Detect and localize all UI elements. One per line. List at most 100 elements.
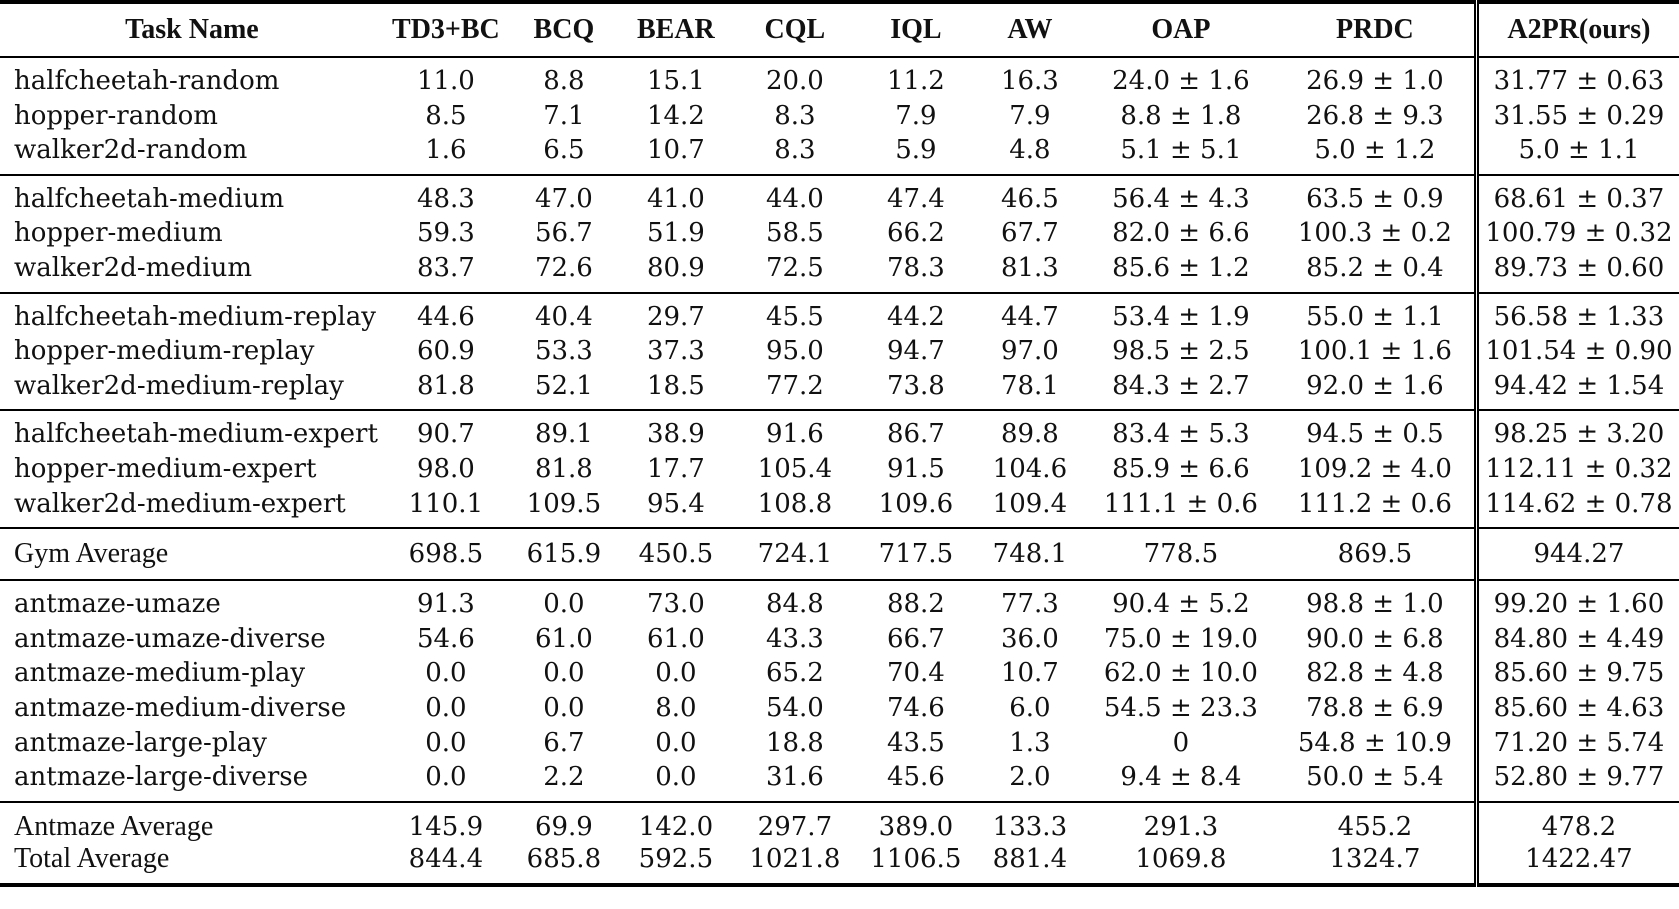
- score-cell: 62.0 ± 10.0: [1103, 658, 1258, 689]
- score-cell: 53.4 ± 1.9: [1112, 301, 1250, 332]
- score-cell: 45.5: [765, 301, 824, 332]
- score-cell: 105.4: [757, 453, 833, 484]
- task-name-cell: walker2d-medium-replay: [0, 368, 384, 412]
- a2pr-score-cell: 98.25 ± 3.20: [1473, 410, 1679, 452]
- score-cell: 1106.5: [857, 842, 974, 887]
- score-cell: 717.5: [857, 528, 974, 582]
- task-name-cell: antmaze-medium-diverse: [14, 692, 347, 723]
- score-cell: 869.5: [1275, 528, 1477, 582]
- table-row: hopper-random 8.5 7.1 14.2 8.3 7.9 7.9 8.8 ± 1.…: [0, 98, 1679, 134]
- score-cell: 66.7: [886, 623, 945, 654]
- score-cell: 51.9: [646, 218, 705, 249]
- score-cell: 109.5: [507, 486, 620, 530]
- task-name-cell: antmaze-umaze-diverse: [14, 623, 326, 654]
- score-cell: 111.2 ± 0.6: [1275, 486, 1477, 530]
- score-cell: 0.0: [383, 760, 508, 803]
- score-cell: 61.0: [646, 623, 705, 654]
- table-row: walker2d-random 1.6 6.5 10.7 8.3 5.9 4.8 5.1 ± …: [0, 133, 1679, 176]
- score-cell: 8.8 ± 1.8: [1120, 100, 1242, 131]
- score-cell: 1.3: [1009, 727, 1051, 758]
- score-cell: 44.6: [416, 301, 475, 332]
- a2pr-score-cell: 71.20 ± 5.74: [1473, 725, 1679, 761]
- a2pr-score-cell: 944.27: [1473, 528, 1679, 582]
- a2pr-score-cell: 112.11 ± 0.32: [1473, 451, 1679, 487]
- score-cell: 4.8: [973, 133, 1086, 176]
- score-cell: 2.0: [973, 760, 1086, 803]
- task-name-cell: halfcheetah-medium-expert: [14, 419, 378, 450]
- score-cell: 66.2: [886, 218, 945, 249]
- score-cell: 90.4 ± 5.2: [1112, 589, 1250, 620]
- score-cell: 11.2: [886, 66, 945, 96]
- table-row: hopper-medium-replay 60.9 53.3 37.3 95.0 94.7…: [0, 334, 1679, 369]
- a2pr-score-cell: 31.77 ± 0.63: [1473, 57, 1679, 99]
- score-cell: 70.4: [886, 658, 945, 689]
- table-row: walker2d-medium 83.7 72.6 80.9 72.5 78.3 81.3 8…: [0, 250, 1679, 294]
- score-cell: 108.8: [731, 486, 858, 530]
- column-header-td3bc: TD3+BC: [383, 0, 508, 58]
- score-cell: 81.8: [534, 453, 593, 484]
- a2pr-score-cell: 84.80 ± 4.49: [1473, 621, 1679, 657]
- score-cell: 82.0 ± 6.6: [1112, 218, 1250, 249]
- score-cell: 8.8: [543, 66, 585, 96]
- score-cell: 73.8: [857, 368, 974, 412]
- score-cell: 100.3 ± 0.2: [1297, 218, 1452, 249]
- score-cell: 54.6: [416, 623, 475, 654]
- score-cell: 92.0 ± 1.6: [1275, 368, 1477, 412]
- a2pr-score-cell: 85.60 ± 4.63: [1473, 690, 1679, 726]
- score-cell: 297.7: [757, 811, 833, 842]
- a2pr-score-cell: 99.20 ± 1.60: [1473, 580, 1679, 622]
- score-cell: 17.7: [646, 453, 705, 484]
- score-cell: 5.0 ± 1.2: [1275, 133, 1477, 176]
- table-row: halfcheetah-medium-replay 44.6 40.4 29.7 45.…: [0, 292, 1679, 335]
- a2pr-score-cell: 68.61 ± 0.37: [1473, 174, 1679, 217]
- summary-row: Antmaze Average 145.9 69.9 142.0 297.7 389.0 1…: [0, 801, 1679, 843]
- results-table: Task Name TD3+BC BCQ BEAR CQL IQL AW OAP…: [0, 0, 1679, 887]
- a2pr-score-cell: 85.60 ± 9.75: [1473, 656, 1679, 691]
- score-cell: 145.9: [408, 811, 484, 842]
- score-cell: 95.4: [619, 486, 732, 530]
- score-cell: 7.9: [1009, 100, 1051, 131]
- table-row: antmaze-umaze 91.3 0.0 73.0 84.8 88.2 77.3 90.4…: [0, 580, 1679, 622]
- score-cell: 59.3: [416, 218, 475, 249]
- score-cell: 111.1 ± 0.6: [1085, 486, 1276, 530]
- score-cell: 47.4: [886, 183, 945, 214]
- score-cell: 29.7: [646, 301, 705, 332]
- score-cell: 15.1: [646, 66, 705, 96]
- score-cell: 54.0: [765, 692, 824, 723]
- task-name-cell: halfcheetah-medium: [14, 183, 285, 214]
- score-cell: 109.6: [857, 486, 974, 530]
- score-cell: 63.5 ± 0.9: [1306, 183, 1444, 214]
- a2pr-score-cell: 1422.47: [1473, 842, 1679, 887]
- score-cell: 16.3: [1000, 66, 1059, 96]
- score-cell: 40.4: [534, 301, 593, 332]
- score-cell: 7.1: [543, 100, 585, 131]
- table-row: hopper-medium 59.3 56.7 51.9 58.5 66.2 67.7 82.…: [0, 216, 1679, 251]
- score-cell: 88.2: [886, 589, 945, 620]
- table-row: halfcheetah-medium-expert 90.7 89.1 38.9 91.…: [0, 410, 1679, 452]
- score-cell: 133.3: [992, 811, 1068, 842]
- score-cell: 109.2 ± 4.0: [1297, 453, 1452, 484]
- score-cell: 77.3: [1000, 589, 1059, 620]
- score-cell: 18.8: [765, 727, 824, 758]
- score-cell: 89.8: [1000, 419, 1059, 450]
- score-cell: 7.9: [895, 100, 937, 131]
- score-cell: 84.8: [765, 589, 824, 620]
- score-cell: 31.6: [731, 760, 858, 803]
- score-cell: 724.1: [731, 528, 858, 582]
- score-cell: 85.2 ± 0.4: [1275, 250, 1477, 294]
- score-cell: 90.0 ± 6.8: [1306, 623, 1444, 654]
- score-cell: 61.0: [534, 623, 593, 654]
- score-cell: 90.7: [416, 419, 475, 450]
- score-cell: 54.8 ± 10.9: [1297, 727, 1452, 758]
- score-cell: 685.8: [507, 842, 620, 887]
- table-row: walker2d-medium-replay 81.8 52.1 18.5 77.2 73…: [0, 368, 1679, 412]
- score-cell: 72.6: [507, 250, 620, 294]
- a2pr-score-cell: 5.0 ± 1.1: [1473, 133, 1679, 176]
- summary-row: Gym Average 698.5 615.9 450.5 724.1 717.5 748.…: [0, 528, 1679, 582]
- score-cell: 0.0: [543, 692, 585, 723]
- score-cell: 20.0: [765, 66, 824, 96]
- task-name-cell: Antmaze Average: [14, 810, 214, 842]
- score-cell: 83.4 ± 5.3: [1112, 419, 1250, 450]
- score-cell: 91.5: [886, 453, 945, 484]
- a2pr-score-cell: 94.42 ± 1.54: [1473, 368, 1679, 412]
